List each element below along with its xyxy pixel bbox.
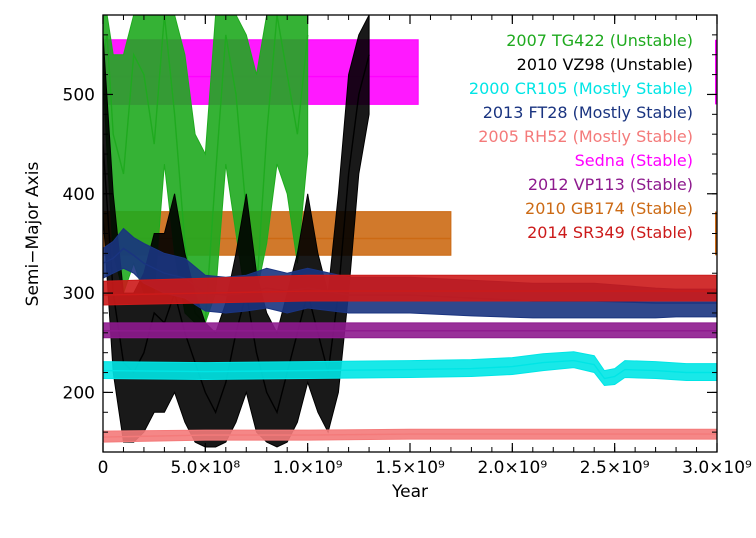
x-axis-label: Year (391, 482, 428, 502)
series-line (103, 433, 717, 438)
y-tick-label: 500 (63, 85, 95, 105)
legend-entry-2014-sr349-stable: 2014 SR349 (Stable) (527, 223, 693, 242)
x-tick-label: 3.0×10⁹ (682, 458, 752, 478)
y-tick-label: 200 (63, 383, 95, 403)
x-tick-label: 1.5×10⁹ (375, 458, 445, 478)
series-2014-sr349-stable (103, 274, 717, 306)
series-line (103, 290, 717, 296)
x-tick-label: 1.0×10⁹ (273, 458, 343, 478)
x-tick-label: 5.0×10⁸ (170, 458, 240, 478)
series-band (103, 351, 717, 387)
series-2000-cr105-mostly-stable (103, 351, 717, 387)
legend-entry-sedna-stable: Sedna (Stable) (575, 151, 693, 170)
ticks-layer: 0 5.0×10⁸ 1.0×10⁹ 1.5×10⁹ 2.0×10⁹ 2.5×10⁹ 3.0×… (63, 14, 752, 478)
series-tail-segment (715, 39, 717, 105)
legend-entry-2013-ft28-mostly-stable: 2013 FT28 (Mostly Stable) (483, 103, 693, 122)
y-tick-label: 300 (63, 284, 95, 304)
series-2005-rh52-mostly-stable (103, 428, 717, 443)
legend-entry-2000-cr105-mostly-stable: 2000 CR105 (Mostly Stable) (469, 79, 693, 98)
x-tick-label: 2.0×10⁹ (477, 458, 547, 478)
series-layer (103, 15, 717, 448)
series-band (103, 274, 717, 306)
series-band (103, 428, 717, 443)
legend-entry-2012-vp113-stable: 2012 VP113 (Stable) (528, 175, 693, 194)
y-axis-label: Semi−Major Axis (23, 162, 43, 307)
legend-entry-2005-rh52-mostly-stable: 2005 RH52 (Mostly Stable) (478, 127, 693, 146)
y-tick-label: 400 (63, 185, 95, 205)
series-line (103, 359, 717, 380)
legend-entry-2010-vz98-unstable: 2010 VZ98 (Unstable) (517, 55, 693, 74)
series-2012-vp113-stable (103, 322, 717, 339)
legend-entry-2010-gb174-stable: 2010 GB174 (Stable) (525, 199, 693, 218)
x-tick-label: 0 (98, 458, 109, 478)
legend: 2007 TG422 (Unstable) 2010 VZ98 (Unstable… (469, 31, 693, 242)
x-tick-label: 2.5×10⁹ (580, 458, 650, 478)
legend-entry-2007-tg422-unstable: 2007 TG422 (Unstable) (506, 31, 693, 50)
